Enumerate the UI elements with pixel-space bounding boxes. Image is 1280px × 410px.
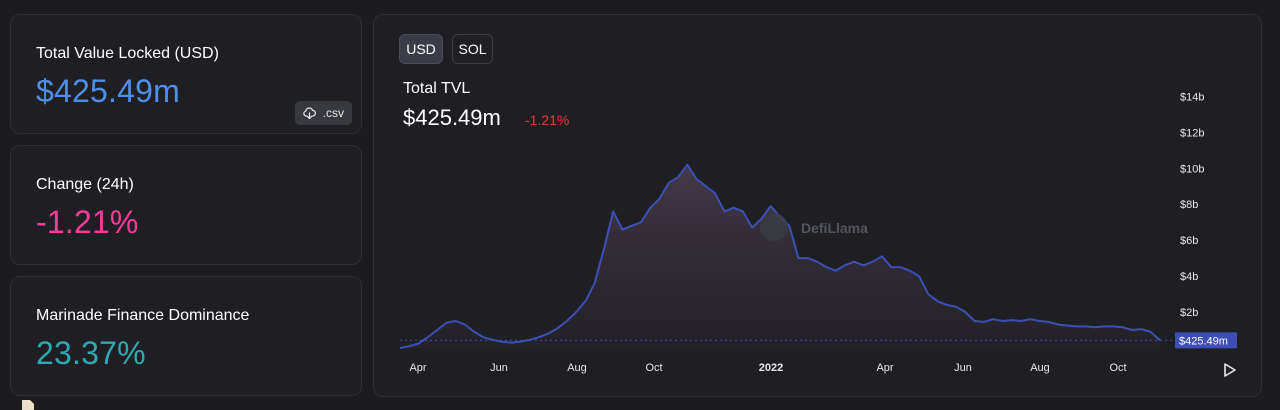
x-tick-label: 2022 <box>759 362 783 374</box>
tvl-card: Total Value Locked (USD) $425.49m .csv <box>10 14 362 134</box>
tvl-area-fill <box>400 164 1160 348</box>
x-tick-label: Apr <box>876 362 893 374</box>
play-icon[interactable] <box>1222 362 1238 378</box>
current-value-badge <box>1175 332 1237 349</box>
usd-toggle-button[interactable]: USD <box>399 34 443 64</box>
x-tick-label: Jun <box>490 362 508 374</box>
x-tick-label: Aug <box>1030 362 1050 374</box>
x-tick-label: Aug <box>567 362 587 374</box>
chart-change-value: -1.21% <box>525 112 570 128</box>
current-value-badge-text: $425.49m <box>1179 335 1228 347</box>
tvl-area-chart[interactable]: DefiLlama $2b $4b $6b $8b $10b $12b $14b Apr Ju… <box>374 15 1261 396</box>
change-label: Change (24h) <box>36 176 134 193</box>
y-tick-label: $12b <box>1180 127 1204 139</box>
x-tick-label: Oct <box>1109 362 1126 374</box>
chart-current-value: $425.49m <box>403 105 501 130</box>
dominance-value: 23.37% <box>36 335 146 371</box>
x-tick-label: Apr <box>409 362 426 374</box>
change-value: -1.21% <box>36 204 139 240</box>
y-tick-label: $4b <box>1180 271 1198 283</box>
y-tick-label: $2b <box>1180 307 1198 319</box>
y-tick-label: $8b <box>1180 199 1198 211</box>
watermark-text: DefiLlama <box>801 220 868 236</box>
y-tick-label: $14b <box>1180 91 1204 103</box>
sol-toggle-button[interactable]: SOL <box>452 34 493 64</box>
chart-title: Total TVL <box>403 80 471 97</box>
current-value-marker: $425.49m <box>400 332 1237 349</box>
chart-area-layer <box>399 163 1161 349</box>
llama-logo-icon <box>760 213 788 241</box>
document-icon <box>22 400 34 410</box>
y-axis: $2b $4b $6b $8b $10b $12b $14b <box>1180 91 1204 319</box>
x-axis: Apr Jun Aug Oct 2022 Apr Jun Aug Oct <box>409 362 1126 374</box>
tvl-value: $425.49m <box>36 73 180 109</box>
download-csv-button[interactable]: .csv <box>294 101 352 125</box>
tvl-chart-panel: USD SOL Total TVL $425.49m -1.21% DefiLl… <box>373 14 1262 397</box>
dominance-card: Marinade Finance Dominance 23.37% <box>10 276 362 396</box>
y-tick-label: $6b <box>1180 235 1198 247</box>
defillama-watermark: DefiLlama <box>760 213 868 241</box>
dominance-label: Marinade Finance Dominance <box>36 307 250 324</box>
cloud-download-icon <box>302 106 316 119</box>
x-tick-label: Jun <box>954 362 972 374</box>
y-tick-label: $10b <box>1180 163 1204 175</box>
x-tick-label: Oct <box>645 362 662 374</box>
csv-label: .csv <box>322 106 344 120</box>
tvl-label: Total Value Locked (USD) <box>36 45 219 62</box>
change-card: Change (24h) -1.21% <box>10 145 362 265</box>
